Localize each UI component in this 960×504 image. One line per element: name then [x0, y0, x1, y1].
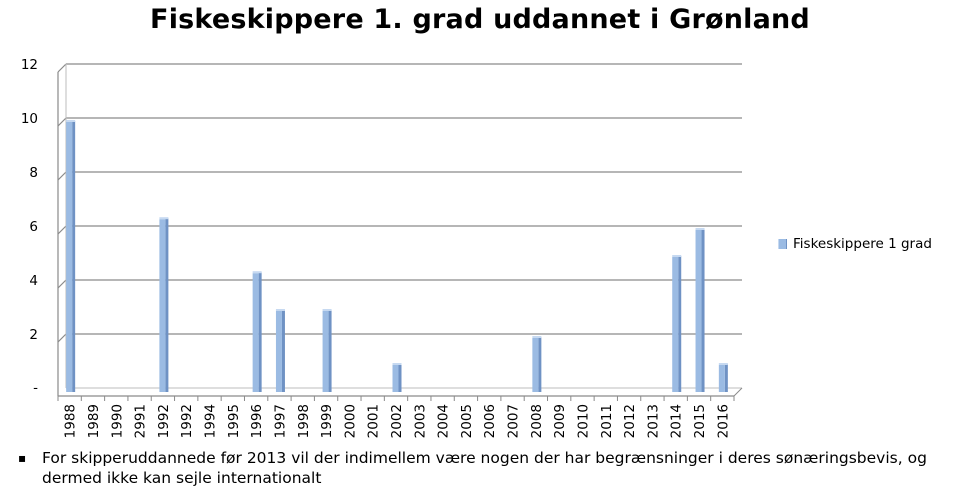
bar-top [322, 309, 332, 311]
legend: Fiskeskippere 1 grad [778, 236, 932, 252]
y-tick-label: - [33, 380, 38, 396]
axes [57, 64, 743, 401]
bar-side [72, 121, 76, 392]
y-tick-label: 4 [29, 273, 38, 289]
x-tick-label: 2004 [436, 404, 452, 438]
bars [66, 120, 728, 392]
x-tick-labels: 1988 1989 1990 2991 1992 1992 1994 1995 1996 1997… [63, 404, 732, 438]
bar-top [392, 363, 402, 365]
x-tick-label: 1997 [272, 404, 288, 438]
chart-title: Fiskeskippere 1. grad uddannet i Grønlan… [150, 4, 810, 35]
bar-top [159, 217, 169, 220]
legend-label: Fiskeskippere 1 grad [793, 236, 932, 252]
bar-side [328, 310, 332, 392]
bar-side [701, 229, 705, 392]
x-tick-label: 2011 [599, 404, 615, 438]
footnote: ▪ For skipperuddannede før 2013 vil der … [18, 448, 948, 488]
bar-top [252, 271, 262, 274]
x-tick-label: 2003 [412, 404, 428, 438]
x-tick-label: 1989 [86, 404, 102, 438]
x-tick-label: 2005 [459, 404, 475, 438]
y-tick-label: 8 [29, 165, 38, 181]
x-tick-label: 2000 [342, 404, 358, 438]
bar [392, 365, 399, 392]
gridline-depth [57, 63, 67, 73]
x-tick-label: 2991 [133, 404, 149, 438]
gridlines [57, 63, 742, 343]
bar-top [718, 363, 728, 365]
x-tick-label: 2009 [552, 404, 568, 438]
x-tick-label: 2012 [622, 404, 638, 438]
y-tick-label: 2 [29, 327, 38, 343]
bar [159, 219, 166, 392]
bar [718, 365, 725, 392]
x-tick-label: 1994 [203, 404, 219, 438]
x-tick-label: 1995 [226, 404, 242, 438]
floor-right-edge [733, 387, 743, 397]
bar [672, 257, 679, 392]
bar-side [724, 364, 728, 392]
x-tick-label: 2015 [692, 404, 708, 438]
bar-side [281, 310, 285, 392]
x-tick-label: 1999 [319, 404, 335, 438]
bar [66, 122, 73, 392]
x-tick-label: 1992 [179, 404, 195, 438]
gridline-depth [57, 225, 67, 235]
bar [695, 230, 702, 392]
bar-top [66, 120, 76, 122]
bar-top [695, 228, 705, 230]
x-tick-label: 2010 [575, 404, 591, 438]
x-tick-label: 2006 [482, 404, 498, 438]
footnote-text: For skipperuddannede før 2013 vil der in… [42, 449, 927, 487]
x-tick-label: 1990 [109, 404, 125, 438]
gridline-depth [57, 117, 67, 127]
gridline-depth [57, 171, 67, 181]
footnote-bullet: ▪ [18, 451, 27, 465]
x-tick-label: 2013 [645, 404, 661, 438]
y-tick-label: 12 [21, 57, 38, 73]
y-tick-label: 6 [29, 219, 38, 235]
gridline-depth [57, 279, 67, 289]
x-tick-label: 2014 [669, 404, 685, 438]
bar-side [165, 218, 169, 392]
bar-top [672, 255, 682, 257]
bar [252, 273, 259, 392]
x-tick-label: 1992 [156, 404, 172, 438]
x-tick-label: 2016 [715, 404, 731, 438]
bar-top [532, 336, 542, 338]
bar-top [275, 309, 285, 311]
legend-swatch [778, 239, 787, 249]
x-tick-label: 2002 [389, 404, 405, 438]
x-tick-label: 1988 [63, 404, 79, 438]
bar [532, 338, 539, 392]
gridline-depth [57, 333, 67, 343]
bar-side [398, 364, 402, 392]
bar [322, 311, 329, 392]
x-tick-label: 1996 [249, 404, 265, 438]
y-tick-label: 10 [21, 111, 38, 127]
x-tick-label: 2007 [506, 404, 522, 438]
bar-side [258, 272, 262, 392]
x-tick-label: 1998 [296, 404, 312, 438]
y-tick-labels: - 2 4 6 8 10 12 [21, 57, 38, 396]
x-tick-label: 2008 [529, 404, 545, 438]
bar-side [538, 337, 542, 392]
x-tick-label: 2001 [366, 404, 382, 438]
bar [275, 311, 282, 392]
bar-side [678, 256, 682, 392]
